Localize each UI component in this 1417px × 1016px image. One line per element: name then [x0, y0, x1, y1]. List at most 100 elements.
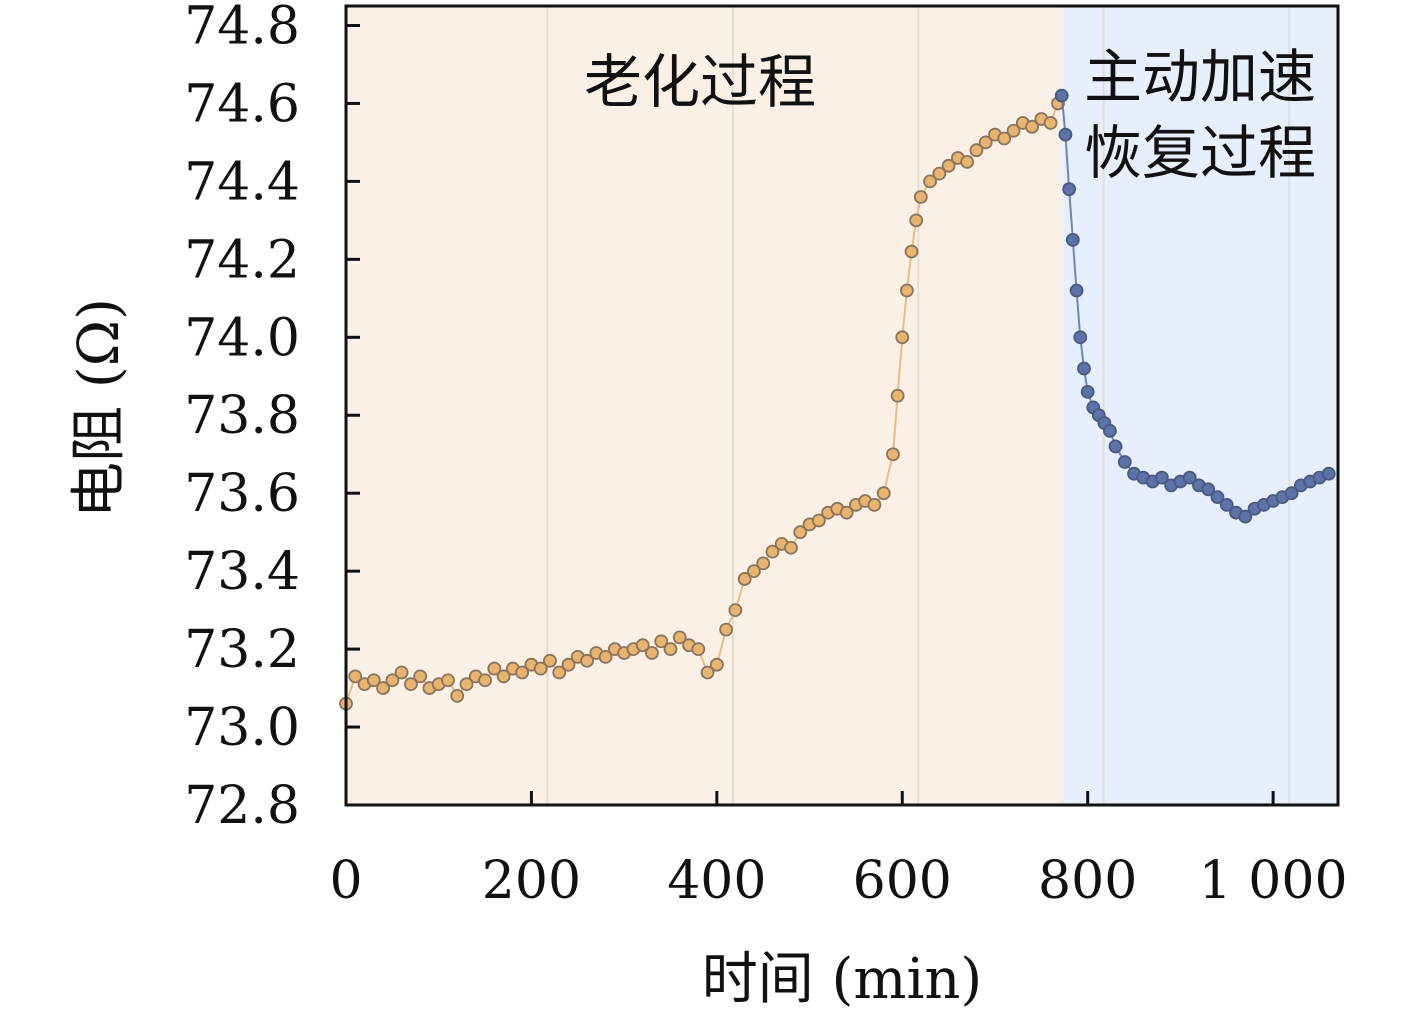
data-point	[515, 665, 530, 680]
data-point	[487, 661, 502, 676]
data-point	[598, 649, 613, 664]
data-point	[1025, 119, 1039, 134]
data-point	[700, 665, 715, 680]
region-label-1: 主动加速	[1084, 43, 1316, 111]
data-point	[1006, 123, 1021, 138]
data-point	[839, 505, 854, 520]
data-point	[978, 135, 993, 150]
data-point	[747, 564, 761, 579]
data-point	[1080, 384, 1095, 399]
x-tick-label: 400	[667, 851, 766, 911]
region-1	[1061, 6, 1338, 805]
data-point	[376, 681, 390, 695]
data-point	[756, 556, 771, 571]
data-point	[969, 143, 984, 158]
data-point	[923, 174, 937, 189]
data-point	[441, 673, 455, 688]
data-point	[403, 677, 418, 692]
data-point	[459, 677, 474, 692]
y-tick-label: 74.2	[184, 230, 300, 290]
data-point	[552, 665, 567, 680]
data-point	[580, 653, 594, 668]
region-label-1: 恢复过程	[1084, 119, 1316, 187]
data-point	[811, 513, 826, 528]
data-point	[561, 657, 576, 672]
data-point	[1043, 116, 1058, 130]
y-tick-label: 73.4	[184, 542, 300, 602]
data-point	[1154, 470, 1169, 485]
data-point	[543, 653, 557, 668]
data-point	[1284, 486, 1299, 501]
plot-frame	[344, 4, 1340, 807]
axes	[344, 4, 1340, 807]
data-point	[1077, 361, 1091, 376]
y-tick-label: 74.8	[184, 0, 300, 56]
x-tick-label: 1 000	[1199, 851, 1348, 911]
data-point	[709, 657, 724, 672]
data-point	[909, 213, 924, 228]
data-point	[366, 673, 381, 688]
data-point	[784, 540, 798, 555]
data-point	[663, 642, 678, 656]
gridlines	[546, 6, 1291, 805]
data-point	[913, 190, 928, 204]
y-tick-label: 74.0	[184, 308, 300, 368]
data-point	[654, 634, 669, 649]
region-label-0: 老化过程	[584, 48, 816, 116]
x-axis-title: 时间 (min)	[702, 947, 983, 1012]
x-tick-label: 600	[853, 851, 952, 911]
data-point	[904, 244, 919, 259]
data-point	[1117, 455, 1132, 469]
data-point	[890, 388, 905, 403]
data-point	[394, 665, 409, 680]
data-point	[1321, 466, 1336, 481]
data-point	[645, 646, 659, 660]
data-point	[348, 669, 363, 684]
data-point	[960, 155, 975, 169]
data-point	[1054, 88, 1069, 103]
data-point	[478, 673, 492, 688]
x-tick-label: 800	[1038, 851, 1137, 911]
data-point	[1210, 490, 1225, 504]
x-tick-label: 200	[482, 851, 581, 911]
data-point	[1219, 497, 1234, 512]
data-point	[450, 688, 465, 703]
data-point	[385, 673, 400, 688]
data-point	[1201, 482, 1216, 497]
y-tick-label: 73.6	[184, 464, 300, 524]
data-point	[691, 642, 706, 656]
y-tick-label: 74.4	[184, 152, 300, 212]
x-tick-label: 0	[329, 851, 362, 911]
data-point	[1103, 423, 1117, 438]
data-point	[895, 330, 910, 345]
region-0	[346, 6, 1062, 805]
data-point	[1062, 182, 1077, 197]
data-point	[737, 572, 752, 586]
y-tick-label: 72.8	[184, 776, 300, 836]
y-tick-label: 73.0	[184, 698, 300, 758]
data-point	[1238, 509, 1253, 524]
data-point	[635, 638, 650, 653]
data-point	[1065, 232, 1080, 247]
data-point	[886, 447, 900, 462]
data-point	[533, 661, 548, 676]
data-point	[997, 131, 1012, 146]
data-point	[413, 669, 428, 684]
tick-labels: 0 200 400 600 800 1 000 72.8 73.0 73.2 73.4 73.6 73…	[184, 0, 1347, 911]
data-point	[719, 622, 734, 637]
data-point	[728, 603, 743, 618]
data-point	[1073, 330, 1088, 345]
data-point	[1069, 283, 1084, 298]
data-point	[1182, 470, 1197, 485]
data-point	[1058, 127, 1073, 142]
data-point	[899, 283, 914, 298]
data-point	[876, 486, 891, 501]
data-point	[672, 630, 687, 645]
data-point	[867, 497, 882, 512]
y-axis-title: 电阻 (Ω)	[67, 298, 132, 518]
data-point	[496, 669, 511, 684]
data-point	[932, 166, 947, 181]
y-tick-label: 74.6	[184, 74, 300, 134]
